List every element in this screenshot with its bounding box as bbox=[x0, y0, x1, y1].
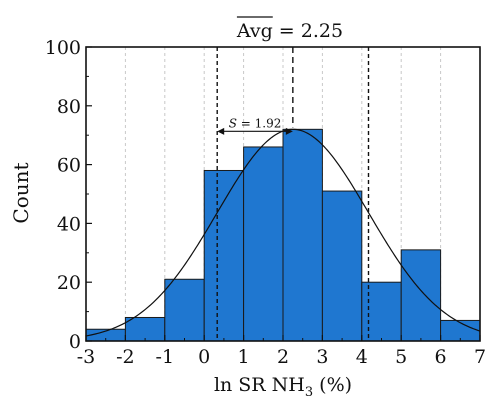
histogram-bars bbox=[85, 128, 481, 342]
x-tick-label-4: 4 bbox=[356, 346, 368, 368]
y-tick-label-20: 20 bbox=[57, 272, 81, 294]
sd-arrow-head-right bbox=[285, 127, 293, 135]
sd-arrow-head-left bbox=[217, 127, 225, 135]
sd-symbol: S bbox=[229, 116, 237, 130]
bar-4-to-5 bbox=[361, 281, 402, 342]
bar-0-to-1 bbox=[203, 169, 245, 342]
x-label-unit: (%) bbox=[313, 374, 352, 396]
y-tick-label-100: 100 bbox=[45, 37, 81, 59]
sd-arrow bbox=[217, 127, 293, 135]
x-tick-label-2: 2 bbox=[277, 346, 289, 368]
x-label-subscript: 3 bbox=[305, 385, 313, 400]
bar-3-to-4 bbox=[321, 190, 363, 342]
sd-annotation: S = 1.92 bbox=[229, 116, 282, 130]
x-label-main: ln SR NH bbox=[214, 374, 305, 396]
title-avg: Avg bbox=[236, 20, 273, 42]
x-tick-label--3: -3 bbox=[77, 346, 96, 368]
axis-ticks: -3 -2 -1 0 1 2 3 4 5 6 7 0 20 40 60 80 100 bbox=[45, 37, 486, 368]
x-tick-label-7: 7 bbox=[474, 346, 486, 368]
x-tick-label-6: 6 bbox=[435, 346, 447, 368]
title-value: = 2.25 bbox=[273, 20, 343, 42]
reference-lines bbox=[216, 47, 370, 341]
x-tick-label--1: -1 bbox=[156, 346, 175, 368]
bar-5-to-6 bbox=[400, 249, 442, 342]
y-tick-label-60: 60 bbox=[57, 155, 81, 177]
x-tick-label-5: 5 bbox=[395, 346, 407, 368]
bar-1-to-2 bbox=[243, 146, 284, 342]
bar-2-to-3 bbox=[282, 128, 323, 342]
x-axis-label: ln SR NH3 (%) bbox=[214, 374, 352, 400]
bar--1-to-0 bbox=[164, 278, 205, 342]
x-tick-label-0: 0 bbox=[198, 346, 210, 368]
y-axis-label: Count bbox=[9, 162, 33, 223]
x-tick-label--2: -2 bbox=[116, 346, 135, 368]
bar-6-to-7 bbox=[440, 319, 481, 342]
x-tick-label-3: 3 bbox=[316, 346, 328, 368]
chart-title: Avg = 2.25 bbox=[236, 20, 343, 42]
sd-value: = 1.92 bbox=[237, 116, 281, 130]
y-tick-label-80: 80 bbox=[57, 96, 81, 118]
y-tick-label-0: 0 bbox=[69, 331, 81, 353]
x-tick-label-1: 1 bbox=[238, 346, 250, 368]
y-tick-label-40: 40 bbox=[57, 213, 81, 235]
bar--2-to--1 bbox=[124, 316, 166, 342]
